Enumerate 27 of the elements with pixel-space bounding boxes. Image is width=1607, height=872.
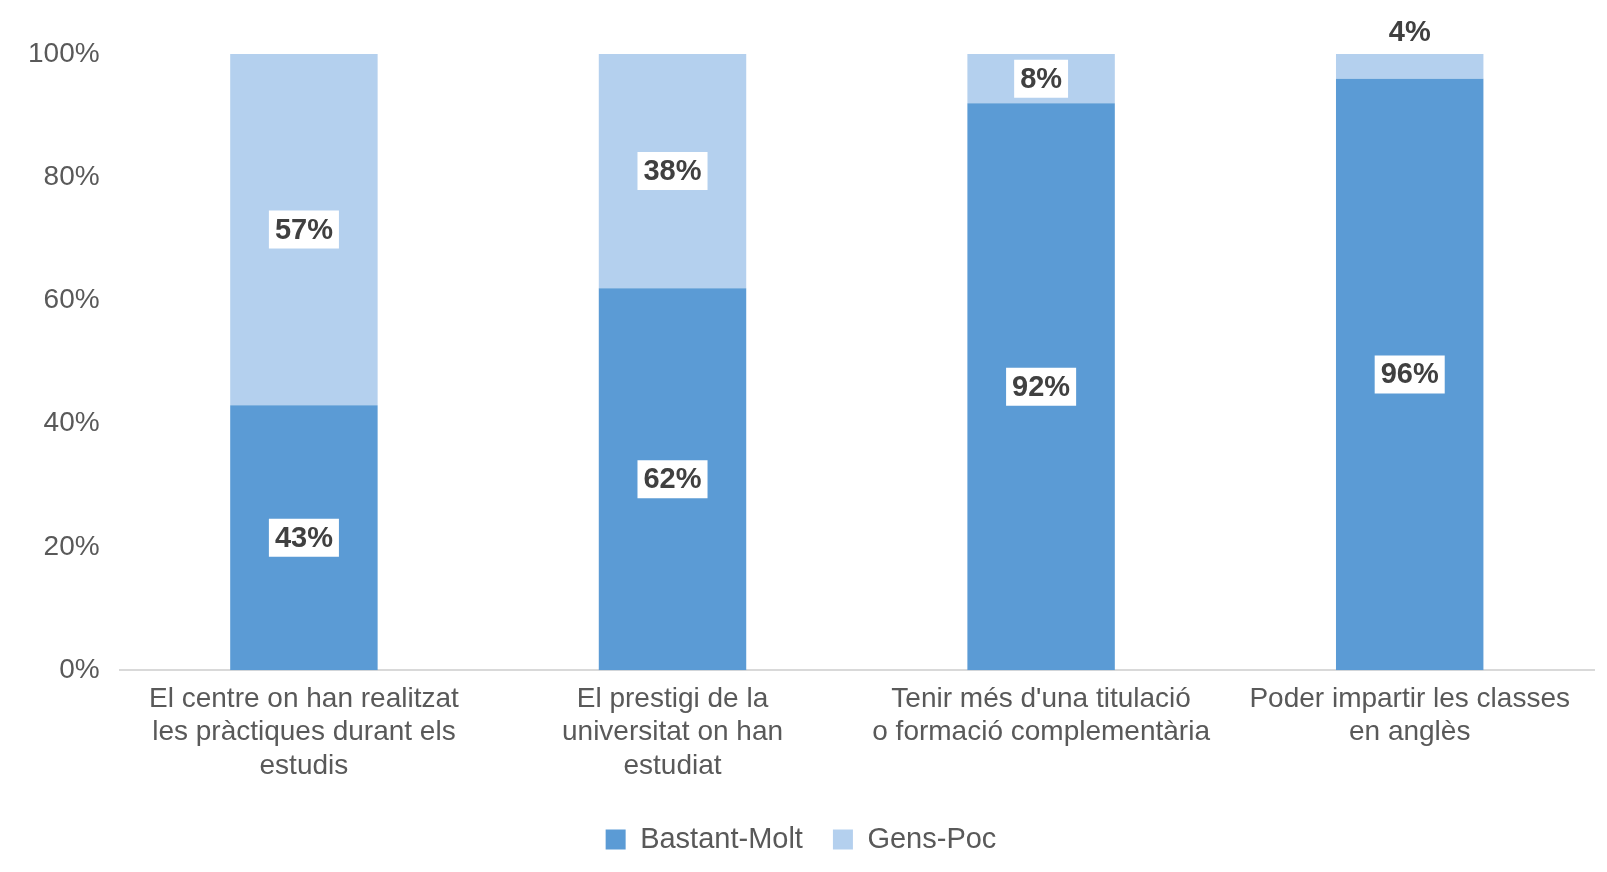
bar bbox=[1335, 78, 1484, 671]
y-tick-label: 40% bbox=[43, 406, 100, 438]
data-label: 92% bbox=[1012, 369, 1071, 402]
data-label: 4% bbox=[1388, 15, 1431, 47]
y-tick-label: 0% bbox=[59, 652, 100, 684]
x-tick-label: El prestigi de la universitat on han estudiat bbox=[561, 681, 784, 780]
y-tick-label: 100% bbox=[27, 36, 100, 68]
x-tick-label: El centre on han realitzat les pràctiques durant els estudis bbox=[149, 681, 459, 780]
bar bbox=[598, 288, 747, 671]
bar bbox=[598, 54, 747, 289]
legend-label: Bastant-Molt bbox=[640, 821, 803, 854]
bar bbox=[230, 405, 378, 671]
data-label: 38% bbox=[643, 154, 702, 187]
bar bbox=[967, 103, 1115, 671]
data-label: 96% bbox=[1380, 357, 1439, 390]
data-label: 8% bbox=[1020, 61, 1063, 94]
y-tick-label: 60% bbox=[43, 283, 100, 315]
y-tick-label: 20% bbox=[43, 529, 100, 561]
legend-label: Gens-Poc bbox=[867, 821, 997, 854]
data-label: 43% bbox=[274, 520, 334, 553]
x-tick-label: Tenir més d'una titulació o formació complementària bbox=[872, 681, 1211, 747]
bar bbox=[1335, 54, 1484, 79]
data-label: 62% bbox=[643, 462, 702, 495]
x-tick-label: Poder impartir les classes en anglès bbox=[1249, 681, 1570, 747]
data-label: 57% bbox=[274, 212, 334, 245]
y-tick-label: 80% bbox=[43, 159, 100, 191]
bar bbox=[230, 54, 378, 406]
